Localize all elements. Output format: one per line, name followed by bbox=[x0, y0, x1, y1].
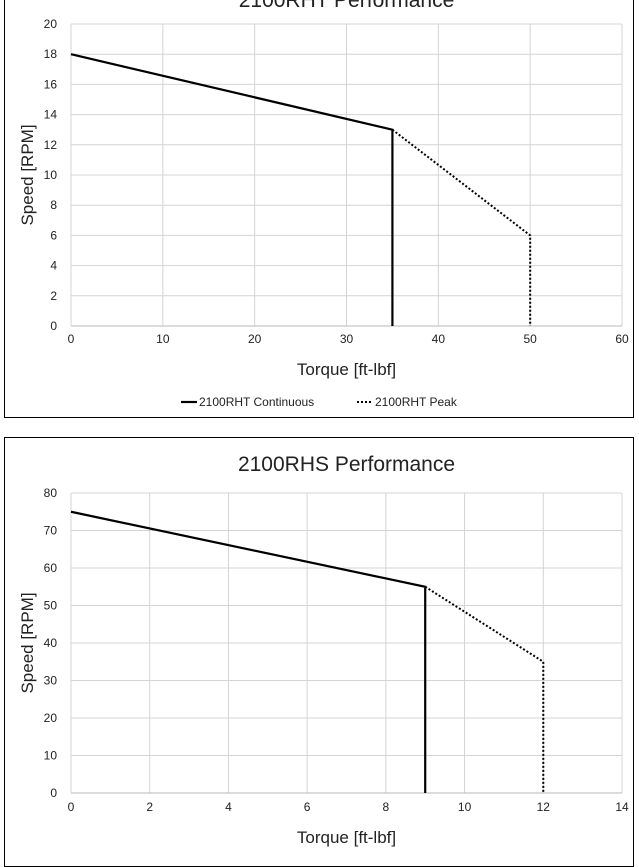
chart-title: 2100RHT Performance bbox=[239, 0, 455, 12]
x-tick-label: 40 bbox=[432, 332, 446, 346]
y-tick-label: 0 bbox=[50, 786, 57, 800]
y-tick-label: 18 bbox=[44, 47, 58, 61]
x-tick-label: 12 bbox=[537, 800, 551, 814]
x-tick-label: 50 bbox=[523, 332, 537, 346]
y-tick-label: 80 bbox=[44, 486, 58, 500]
y-tick-label: 0 bbox=[50, 319, 57, 333]
series-line bbox=[424, 585, 545, 793]
y-tick-label: 8 bbox=[50, 198, 57, 212]
legend-entry: 2100RHT Peak bbox=[375, 395, 458, 409]
x-tick-label: 4 bbox=[225, 800, 232, 814]
x-tick-label: 2 bbox=[146, 800, 153, 814]
chart-title: 2100RHS Performance bbox=[238, 453, 455, 476]
y-tick-label: 10 bbox=[44, 168, 58, 182]
series-line bbox=[70, 510, 427, 793]
x-tick-label: 8 bbox=[383, 800, 390, 814]
x-tick-label: 0 bbox=[68, 800, 75, 814]
y-tick-label: 60 bbox=[44, 561, 58, 575]
x-tick-label: 20 bbox=[248, 332, 262, 346]
x-tick-label: 10 bbox=[458, 800, 472, 814]
chart-panel-2100rhs: 0 2 4 6 8 10 12 14 0 10 20 30 40 50 60 70 80 2100RHS Perf… bbox=[4, 437, 634, 867]
y-tick-label: 12 bbox=[44, 138, 58, 152]
x-axis-label: Torque [ft-lbf] bbox=[297, 828, 396, 847]
y-tick-label: 70 bbox=[44, 524, 58, 538]
legend: 2100RHT Continuous 2100RHT Peak bbox=[181, 395, 458, 409]
x-tick-label: 30 bbox=[340, 332, 354, 346]
x-tick-label: 6 bbox=[304, 800, 311, 814]
y-tick-label: 14 bbox=[44, 108, 58, 122]
y-tick-label: 2 bbox=[50, 289, 57, 303]
y-tick-label: 16 bbox=[44, 77, 58, 91]
legend-entry: 2100RHT Continuous bbox=[199, 395, 314, 409]
x-axis-label: Torque [ft-lbf] bbox=[297, 360, 396, 379]
x-tick-label: 10 bbox=[156, 332, 170, 346]
chart-2100rht-svg: 0 10 20 30 40 50 60 0 2 4 6 8 10 12 14 16 18 20 2100RHT Pe… bbox=[18, 0, 629, 409]
series-line bbox=[391, 128, 532, 326]
series-line bbox=[70, 53, 394, 326]
y-tick-label: 40 bbox=[44, 636, 58, 650]
x-tick-label: 0 bbox=[68, 332, 75, 346]
y-tick-label: 20 bbox=[44, 17, 58, 31]
y-tick-label: 20 bbox=[44, 711, 58, 725]
y-axis-label: Speed [RPM] bbox=[18, 124, 37, 225]
x-tick-label: 14 bbox=[615, 800, 629, 814]
chart-2100rhs-svg: 0 2 4 6 8 10 12 14 0 10 20 30 40 50 60 70 80 2100RHS Perf… bbox=[18, 453, 629, 847]
x-tick-label: 60 bbox=[615, 332, 629, 346]
y-tick-label: 30 bbox=[44, 674, 58, 688]
y-tick-label: 50 bbox=[44, 599, 58, 613]
y-tick-label: 10 bbox=[44, 749, 58, 763]
y-axis-label: Speed [RPM] bbox=[18, 592, 37, 693]
y-tick-label: 6 bbox=[50, 228, 57, 242]
y-tick-label: 4 bbox=[50, 259, 57, 273]
chart-panel-2100rht: 0 10 20 30 40 50 60 0 2 4 6 8 10 12 14 16 18 20 2100RHT Pe… bbox=[4, 0, 634, 418]
